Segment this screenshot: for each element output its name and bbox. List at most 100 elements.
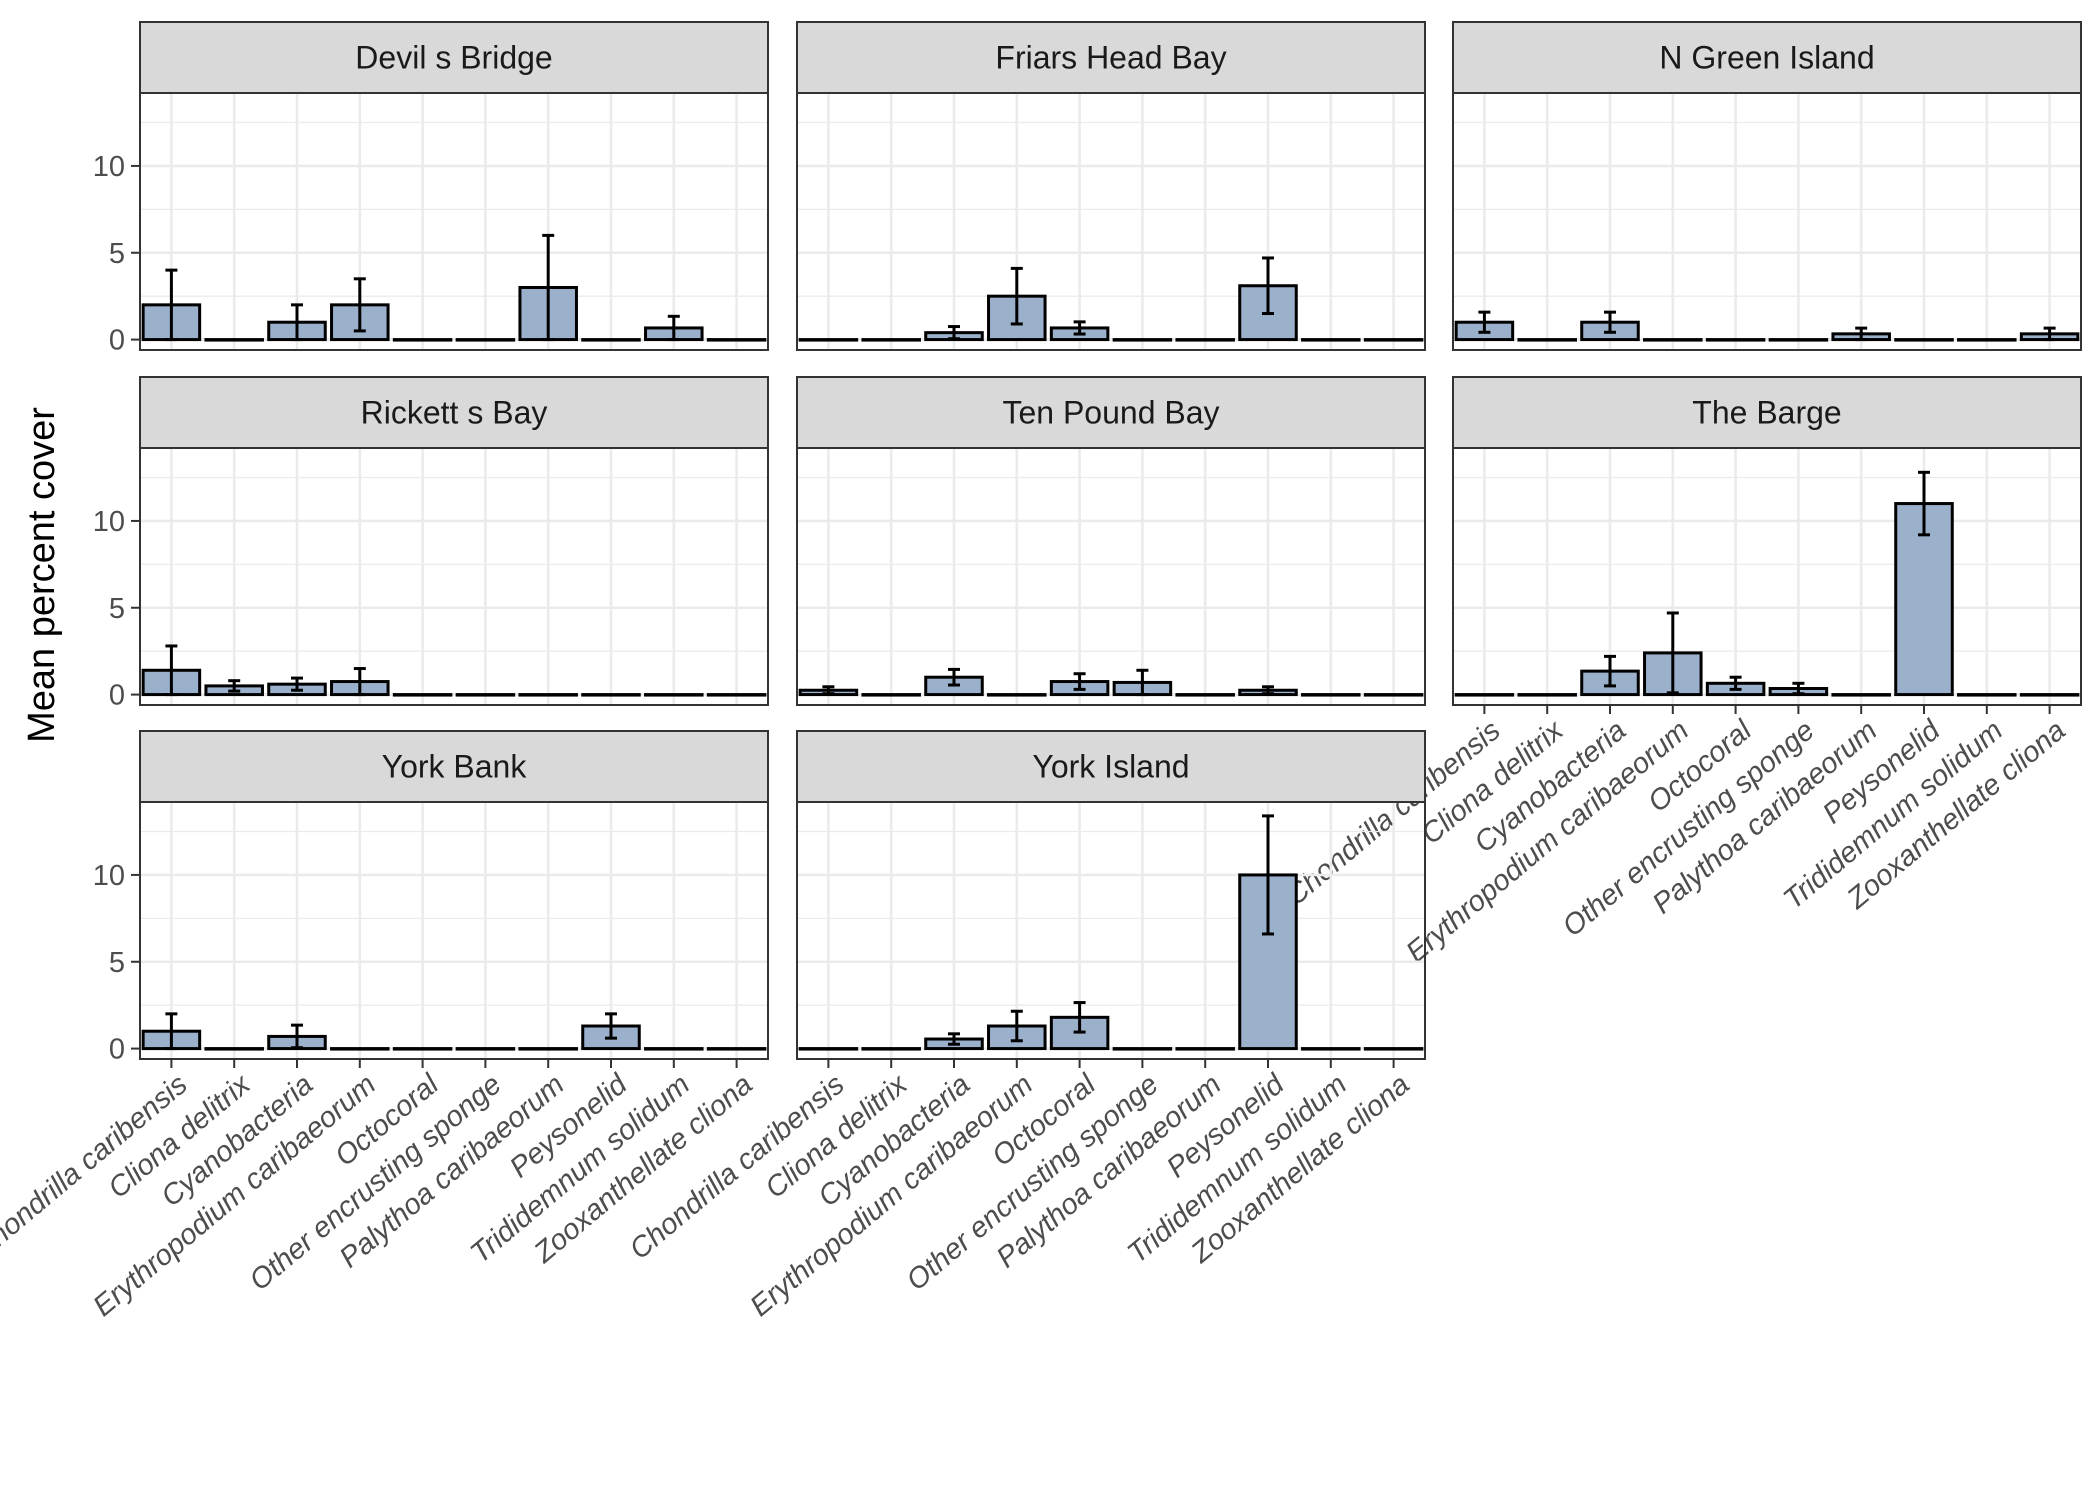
- y-tick-label: 0: [109, 1034, 125, 1066]
- bar: [706, 693, 767, 697]
- y-axis-title: Mean percent cover: [21, 407, 63, 743]
- panel-border: [796, 801, 1426, 1060]
- error-bar: [1918, 470, 1930, 537]
- error-bar: [542, 233, 555, 342]
- bar: [330, 1047, 390, 1051]
- error-bar: [1136, 668, 1149, 697]
- panel-border: [139, 92, 769, 351]
- strip-label: Friars Head Bay: [995, 40, 1226, 76]
- error-bar: [605, 1012, 617, 1040]
- error-bar: [1262, 256, 1274, 316]
- panel-n-green-island: N Green Island: [1452, 21, 2082, 351]
- y-tick-label: 5: [109, 947, 125, 979]
- error-bar: [1073, 672, 1086, 691]
- error-bar: [1073, 320, 1086, 336]
- bar: [1363, 338, 1424, 342]
- error-bar: [165, 268, 178, 342]
- error-bar: [291, 303, 303, 342]
- bar: [1894, 338, 1954, 342]
- bar: [706, 338, 767, 342]
- y-tick-label: 10: [93, 151, 125, 183]
- strip-label: Devil s Bridge: [355, 40, 552, 76]
- bar: [1831, 693, 1891, 697]
- bar: [1301, 338, 1361, 342]
- strip-ten-pound-bay: [796, 376, 1426, 449]
- panel-rickett-s-bay: Rickett s Bay 0 5 10: [93, 376, 769, 712]
- error-bar: [1855, 326, 1868, 342]
- bar: [1301, 693, 1361, 697]
- error-bar: [2043, 326, 2056, 342]
- panel-border: [796, 447, 1426, 706]
- panel-border: [1452, 447, 2082, 706]
- bar: [1643, 338, 1703, 342]
- error-bar: [228, 679, 241, 693]
- panel-ten-pound-bay: Ten Pound Bay: [796, 376, 1426, 706]
- strip-label: York Bank: [382, 749, 528, 785]
- panel-border: [796, 92, 1426, 351]
- error-bar: [948, 325, 960, 341]
- y-tick-label: 0: [109, 325, 125, 357]
- error-bar: [1666, 611, 1679, 695]
- bar: [1175, 338, 1235, 342]
- grid-n-green-island: [1453, 93, 2081, 350]
- y-tick-label: 0: [109, 680, 125, 712]
- bar: [1705, 338, 1766, 342]
- bar: [1363, 693, 1424, 697]
- strip-york-island: [796, 730, 1426, 803]
- error-bar: [291, 1023, 303, 1050]
- panel-devil-s-bridge: Devil s Bridge 0 5 10: [93, 21, 769, 357]
- error-bar: [1262, 814, 1274, 936]
- strip-devil-s-bridge: [139, 21, 769, 94]
- bar: [1301, 1047, 1361, 1051]
- bar: [2019, 693, 2080, 697]
- error-bar: [165, 1012, 178, 1051]
- strip-york-bank: [139, 730, 769, 803]
- grid-friars-head-bay: [797, 93, 1425, 350]
- panel-friars-head-bay: Friars Head Bay: [796, 21, 1426, 351]
- strip-label: Rickett s Bay: [361, 395, 548, 431]
- panel-border: [139, 447, 769, 706]
- bar: [518, 1047, 578, 1051]
- bar: [455, 338, 516, 342]
- error-bar: [948, 1032, 960, 1046]
- error-bar: [822, 685, 835, 696]
- bar: [581, 338, 641, 342]
- error-bar: [1729, 675, 1742, 691]
- error-bar: [353, 667, 366, 697]
- strip-label: York Island: [1032, 749, 1189, 785]
- bar: [861, 693, 921, 697]
- error-bar: [1010, 266, 1023, 326]
- error-bar: [1604, 654, 1616, 688]
- bar: [1175, 1047, 1235, 1051]
- error-bar: [1478, 310, 1491, 334]
- bar: [706, 1047, 767, 1051]
- error-bar: [1073, 1001, 1086, 1034]
- bar: [392, 338, 453, 342]
- bar: [861, 1047, 921, 1051]
- error-bar: [948, 667, 960, 687]
- bar: [1768, 338, 1829, 342]
- bar: [798, 338, 859, 342]
- bar: [1517, 693, 1577, 697]
- error-bar: [1792, 681, 1805, 696]
- error-bar: [291, 676, 303, 692]
- grid-rickett-s-bay: [140, 448, 768, 705]
- bar: [644, 1047, 704, 1051]
- error-bar: [667, 314, 680, 342]
- strip-friars-head-bay: [796, 21, 1426, 94]
- bar: [392, 693, 453, 697]
- panel-border: [1452, 92, 2082, 351]
- error-bar: [1010, 1009, 1023, 1043]
- bar: [1112, 1047, 1173, 1051]
- error-bar: [1604, 310, 1616, 334]
- bar: [581, 693, 641, 697]
- strip-label: Ten Pound Bay: [1002, 395, 1219, 431]
- strip-the-barge: [1452, 376, 2082, 449]
- bar: [518, 693, 578, 697]
- strip-label: The Barge: [1692, 395, 1841, 431]
- bar: [1957, 693, 2017, 697]
- bar: [1112, 338, 1173, 342]
- bar: [1454, 693, 1515, 697]
- error-bar: [1262, 685, 1274, 696]
